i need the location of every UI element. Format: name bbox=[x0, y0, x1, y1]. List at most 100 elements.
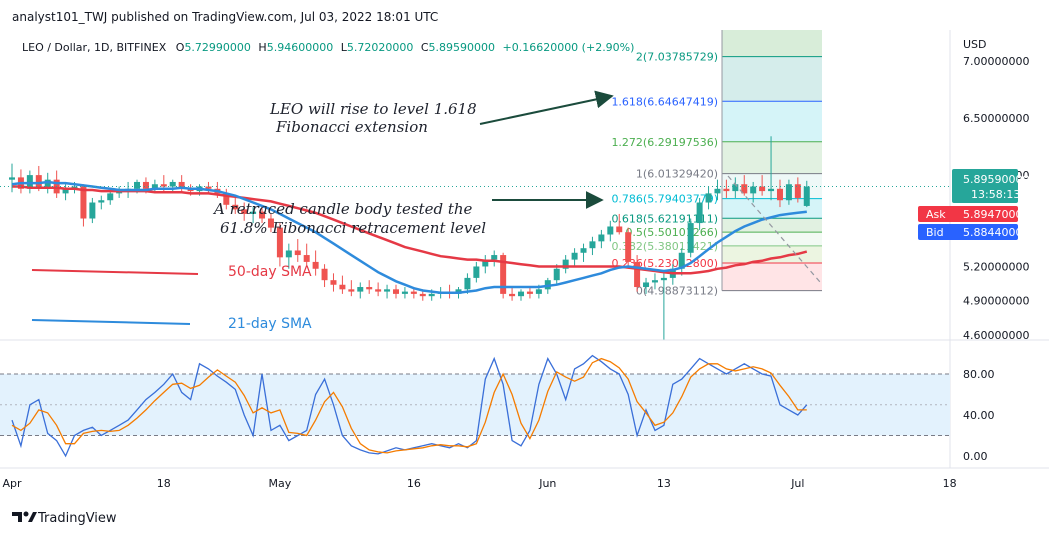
brand-name: TradingView bbox=[37, 511, 117, 526]
candle-body bbox=[330, 280, 337, 285]
candle-body bbox=[776, 188, 783, 201]
candle-body bbox=[562, 259, 569, 269]
candle-body bbox=[526, 291, 533, 294]
candle-body bbox=[651, 280, 658, 283]
fib-level-label: 0.5(5.50101266) bbox=[625, 226, 718, 239]
candle-body bbox=[419, 293, 426, 297]
fib-level-label: 0(4.98873112) bbox=[636, 285, 718, 298]
candle-body bbox=[223, 193, 230, 205]
fib-zone bbox=[722, 101, 822, 142]
candle-body bbox=[285, 250, 292, 258]
candle-body bbox=[518, 291, 525, 297]
candle-body bbox=[160, 184, 167, 187]
fib-zone bbox=[722, 218, 822, 233]
osc-tick-label: 40.00 bbox=[963, 409, 995, 422]
candle-body bbox=[401, 291, 408, 294]
high-value: 5.94600000 bbox=[267, 41, 333, 54]
candle-body bbox=[714, 188, 721, 194]
price-tick-label: 5.20000000 bbox=[963, 260, 1029, 273]
candles-group bbox=[9, 136, 810, 340]
candle-body bbox=[384, 289, 391, 292]
fib-zone bbox=[722, 245, 822, 263]
fib-zone bbox=[722, 262, 822, 291]
fib-zone bbox=[722, 141, 822, 174]
candle-body bbox=[535, 289, 542, 294]
candle-body bbox=[741, 184, 748, 194]
osc-ticks: 80.00 40.00 0.00 bbox=[963, 368, 995, 463]
candle-body bbox=[482, 259, 489, 267]
bid-label: Bid bbox=[926, 226, 944, 239]
currency-label: USD bbox=[963, 38, 987, 51]
candle-body bbox=[410, 291, 417, 294]
candle-body bbox=[392, 289, 399, 294]
candle-body bbox=[348, 289, 355, 292]
fib-level-label: 0.786(5.79403779) bbox=[611, 193, 718, 206]
retrace-note-1: A retraced candle body tested the bbox=[212, 200, 473, 218]
time-tick-label: Jul bbox=[790, 477, 804, 490]
candle-body bbox=[366, 287, 373, 290]
candle-body bbox=[616, 226, 623, 233]
fib-extension-note-2: Fibonacci extension bbox=[275, 118, 428, 136]
candle-body bbox=[62, 188, 69, 194]
candle-body bbox=[705, 193, 712, 203]
time-ticks: Apr 18 May 16 Jun 13 Jul 18 bbox=[2, 477, 956, 490]
time-tick-label: Jun bbox=[538, 477, 556, 490]
candle-body bbox=[759, 186, 766, 192]
countdown-value: 13:58:13 bbox=[971, 188, 1020, 201]
candle-body bbox=[794, 184, 801, 198]
candle-body bbox=[687, 223, 694, 253]
low-value: 5.72020000 bbox=[347, 41, 413, 54]
osc-tick-label: 0.00 bbox=[963, 450, 988, 463]
open-label: O bbox=[176, 41, 185, 54]
candle-body bbox=[696, 202, 703, 224]
candle-body bbox=[357, 287, 364, 292]
fib-zone bbox=[722, 232, 822, 246]
low-label: L bbox=[341, 41, 348, 54]
candle-body bbox=[151, 184, 158, 189]
candle-body bbox=[303, 255, 310, 262]
candle-body bbox=[500, 255, 507, 294]
time-tick-label: 18 bbox=[943, 477, 957, 490]
candle-body bbox=[803, 186, 810, 206]
fib-level-label: 2(7.03785729) bbox=[636, 51, 718, 64]
time-tick-label: 13 bbox=[657, 477, 671, 490]
candle-body bbox=[35, 175, 42, 187]
candle-body bbox=[625, 232, 632, 262]
close-value: 5.89590000 bbox=[429, 41, 495, 54]
candle-body bbox=[89, 202, 96, 219]
fib-level-label: 1(6.01329420) bbox=[636, 168, 718, 181]
fib-top-zone bbox=[722, 30, 822, 57]
osc-tick-label: 80.00 bbox=[963, 368, 995, 381]
price-tick-label: 7.00000000 bbox=[963, 55, 1029, 68]
candle-body bbox=[464, 277, 471, 290]
sma50-legend-line bbox=[31, 269, 199, 275]
candle-body bbox=[259, 211, 266, 219]
candle-body bbox=[428, 293, 435, 297]
time-tick-label: May bbox=[269, 477, 292, 490]
ask-label: Ask bbox=[926, 208, 946, 221]
candle-body bbox=[732, 184, 739, 192]
candle-body bbox=[678, 252, 685, 269]
published-line: analyst101_TWJ published on TradingView.… bbox=[12, 10, 438, 24]
fib-level-label: 0.618(5.62191111) bbox=[611, 212, 718, 225]
fib-extension-arrow bbox=[479, 90, 614, 125]
candle-body bbox=[607, 226, 614, 235]
candle-body bbox=[785, 184, 792, 201]
candle-body bbox=[509, 293, 516, 297]
candle-body bbox=[250, 211, 257, 214]
fib-level-label: 1.618(6.64647419) bbox=[611, 95, 718, 108]
fib-level-label: 1.272(6.29197536) bbox=[611, 136, 718, 149]
candle-body bbox=[571, 252, 578, 260]
time-tick-label: 18 bbox=[157, 477, 171, 490]
sma21-line bbox=[11, 180, 807, 294]
candle-body bbox=[321, 268, 328, 281]
candle-body bbox=[232, 204, 239, 210]
candle-body bbox=[142, 181, 149, 189]
open-value: 5.72990000 bbox=[184, 41, 250, 54]
candle-body bbox=[750, 186, 757, 194]
candle-body bbox=[589, 241, 596, 249]
candle-body bbox=[276, 227, 283, 258]
price-tick-label: 4.90000000 bbox=[963, 295, 1029, 308]
high-label: H bbox=[258, 41, 266, 54]
